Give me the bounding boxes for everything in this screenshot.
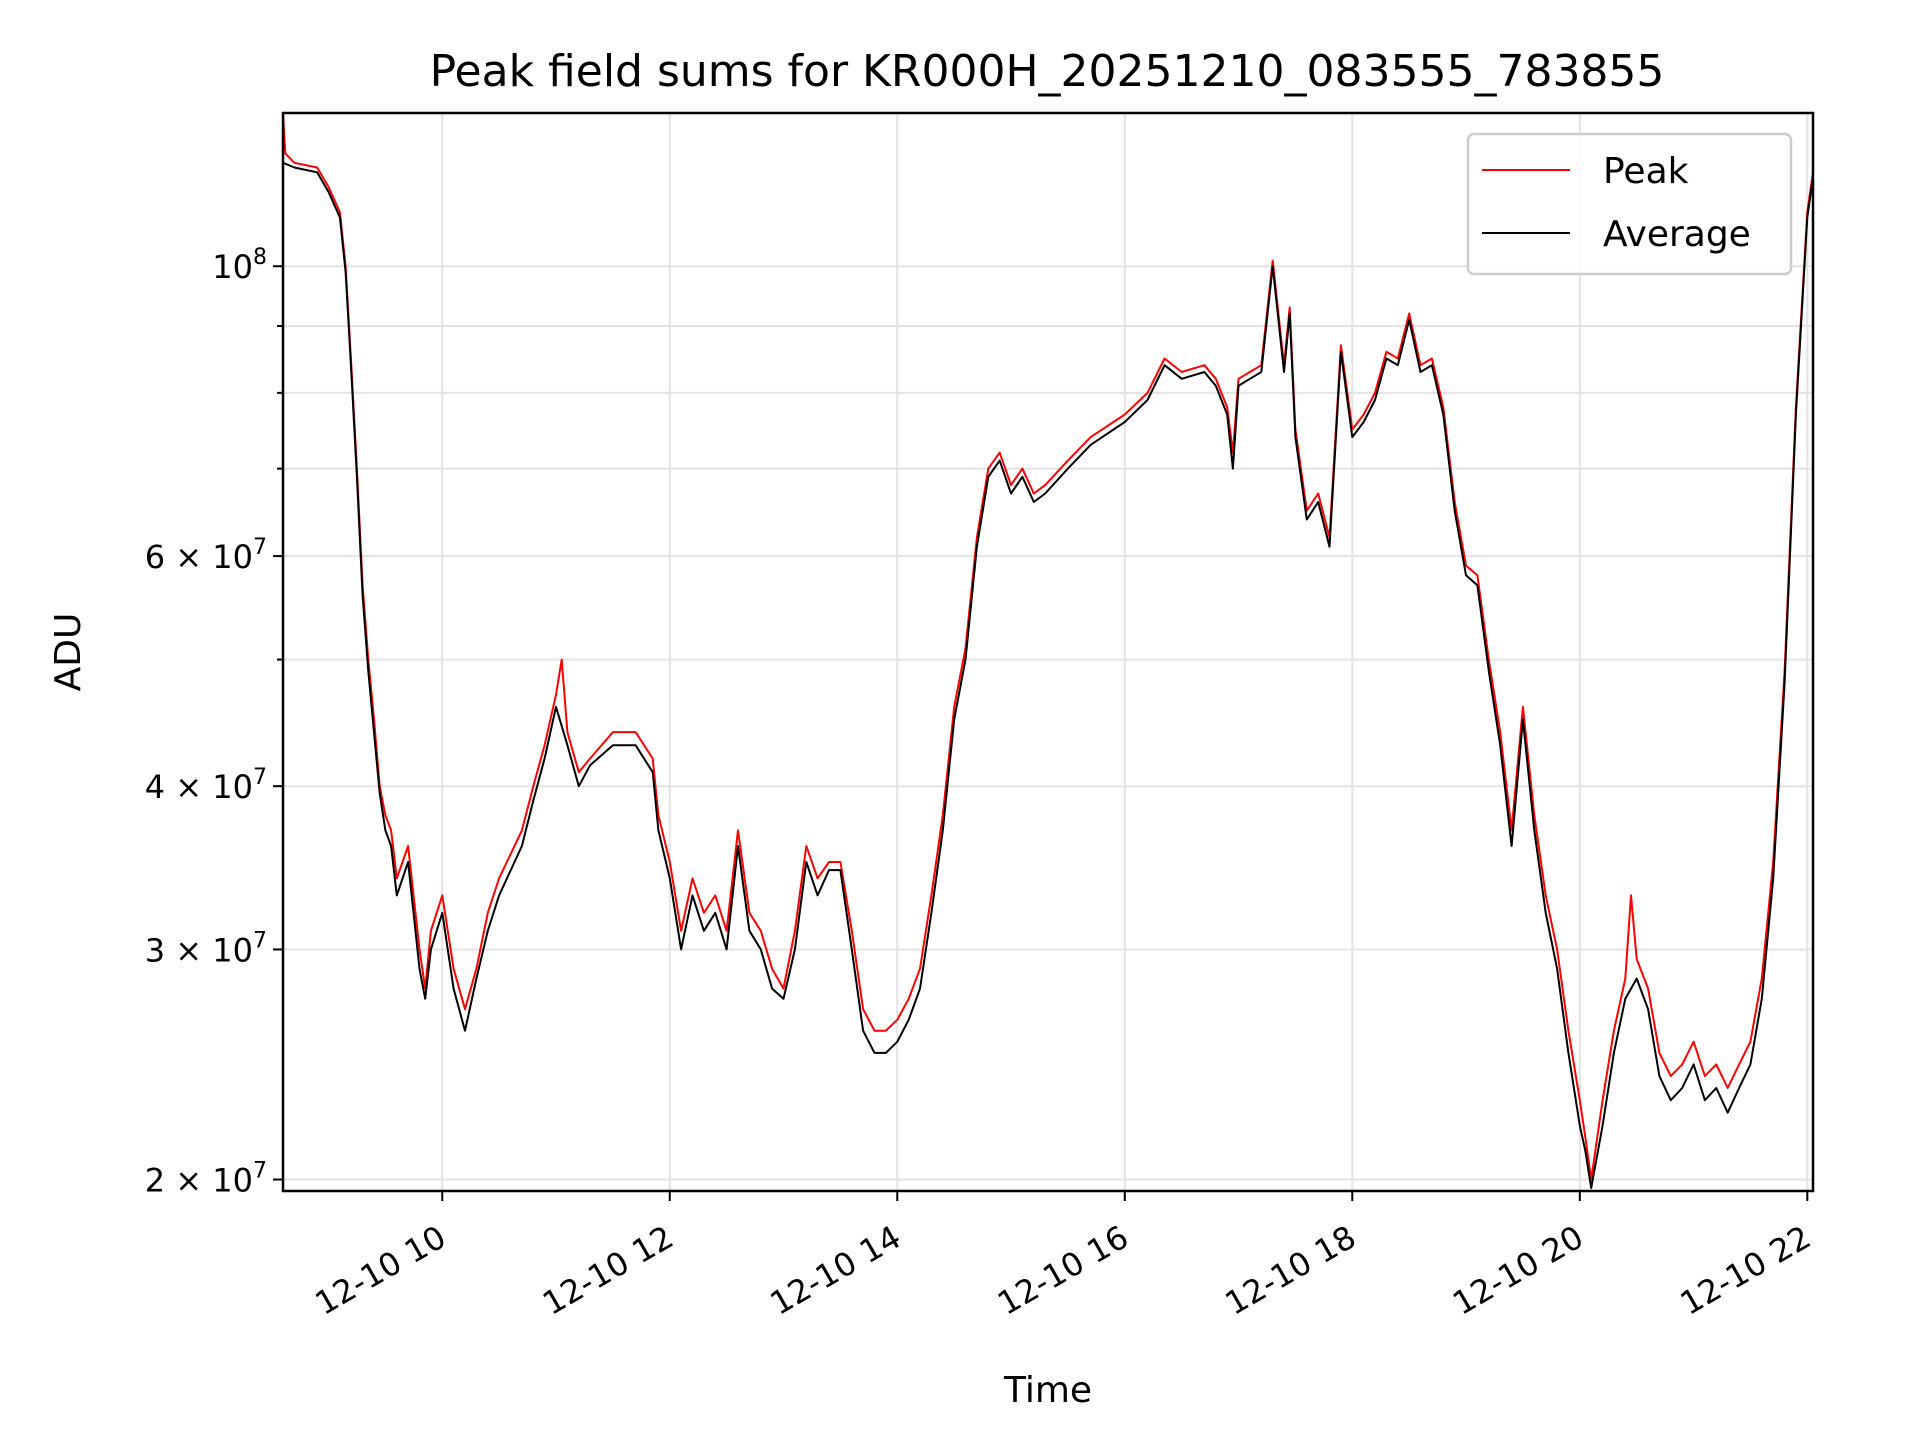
- y-tick-label: 2 × 107: [145, 1159, 267, 1200]
- y-tick-label: 4 × 107: [145, 765, 267, 806]
- y-axis-label: ADU: [48, 613, 89, 692]
- y-axis: 108 6 × 107 4 × 107 3 × 107 2 × 107: [145, 245, 283, 1200]
- y-tick-label: 3 × 107: [145, 928, 267, 969]
- series-line-average: [283, 161, 1813, 1190]
- plot-area: [283, 113, 1813, 1190]
- chart-title: Peak field sums for KR000H_20251210_0835…: [430, 46, 1665, 97]
- y-tick-label: 6 × 107: [145, 535, 267, 576]
- x-axis-label: Time: [1003, 1370, 1092, 1411]
- grid-layer: [283, 113, 1813, 1191]
- legend-label-peak: Peak: [1603, 151, 1689, 192]
- series-line-peak: [283, 113, 1813, 1181]
- y-tick-label: 108: [212, 245, 267, 286]
- legend-label-average: Average: [1603, 214, 1751, 255]
- legend: Peak Average: [1466, 132, 1793, 276]
- plot-frame: [281, 111, 1815, 1193]
